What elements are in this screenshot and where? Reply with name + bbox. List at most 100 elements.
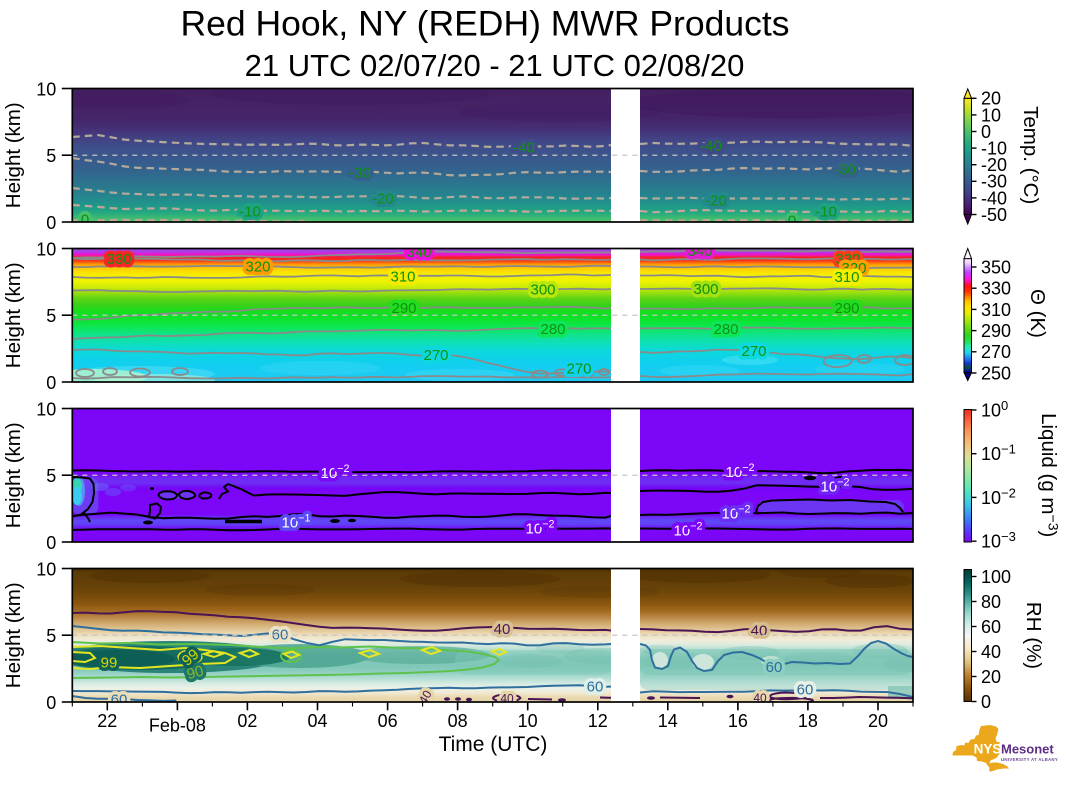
svg-text:10: 10 <box>518 711 538 731</box>
svg-text:5: 5 <box>46 626 56 646</box>
svg-text:-30: -30 <box>349 164 371 181</box>
svg-text:330: 330 <box>106 251 131 268</box>
svg-text:300: 300 <box>530 281 555 298</box>
svg-text:Time (UTC): Time (UTC) <box>439 733 548 756</box>
svg-text:310: 310 <box>834 269 859 286</box>
svg-text:310: 310 <box>390 268 415 285</box>
svg-text:300: 300 <box>693 281 718 298</box>
svg-text:Height (km): Height (km) <box>2 102 25 208</box>
svg-text:-20: -20 <box>705 192 727 209</box>
svg-text:330: 330 <box>981 279 1011 299</box>
svg-text:Θ (K): Θ (K) <box>1026 289 1049 338</box>
svg-text:10−1: 10−1 <box>981 442 1016 465</box>
svg-text:320: 320 <box>841 260 866 277</box>
svg-text:100: 100 <box>981 398 1008 421</box>
svg-text:40: 40 <box>751 622 768 639</box>
svg-text:0: 0 <box>788 212 796 229</box>
svg-text:-10: -10 <box>815 203 837 220</box>
svg-text:340: 340 <box>406 244 431 261</box>
svg-text:270: 270 <box>741 343 766 360</box>
svg-text:0: 0 <box>981 122 991 142</box>
svg-text:60: 60 <box>272 626 289 643</box>
svg-text:340: 340 <box>687 243 712 260</box>
svg-text:RH (%): RH (%) <box>1022 602 1045 669</box>
svg-text:5: 5 <box>46 146 56 166</box>
svg-text:10: 10 <box>36 79 56 99</box>
svg-text:10: 10 <box>36 239 56 259</box>
svg-text:0: 0 <box>46 213 56 233</box>
svg-text:5: 5 <box>46 466 56 486</box>
svg-text:18: 18 <box>798 711 818 731</box>
svg-text:14: 14 <box>658 711 678 731</box>
svg-text:20: 20 <box>868 711 888 731</box>
svg-text:-40: -40 <box>981 188 1007 208</box>
svg-text:270: 270 <box>423 347 448 364</box>
svg-text:UNIVERSITY AT ALBANY: UNIVERSITY AT ALBANY <box>1001 757 1058 762</box>
svg-text:310: 310 <box>981 300 1011 320</box>
svg-text:21 UTC 02/07/20 - 21 UTC 02/08: 21 UTC 02/07/20 - 21 UTC 02/08/20 <box>245 48 745 83</box>
svg-text:10: 10 <box>36 399 56 419</box>
svg-text:04: 04 <box>307 711 327 731</box>
svg-text:22: 22 <box>97 711 117 731</box>
svg-text:10−3: 10−3 <box>981 529 1016 552</box>
svg-text:-40: -40 <box>513 139 535 156</box>
svg-text:12: 12 <box>588 711 608 731</box>
svg-text:10−2: 10−2 <box>526 519 555 538</box>
svg-text:Temp. (°C): Temp. (°C) <box>1019 106 1042 204</box>
svg-text:40: 40 <box>981 642 1001 662</box>
svg-text:0: 0 <box>46 533 56 553</box>
svg-text:99: 99 <box>101 654 118 671</box>
svg-text:20: 20 <box>981 667 1001 687</box>
svg-text:Height (km): Height (km) <box>2 262 25 368</box>
svg-text:20: 20 <box>981 89 1001 109</box>
svg-text:60: 60 <box>111 691 128 708</box>
svg-text:280: 280 <box>540 321 565 338</box>
svg-text:10: 10 <box>981 105 1001 125</box>
svg-text:-10: -10 <box>239 203 261 220</box>
svg-text:320: 320 <box>245 259 270 276</box>
svg-text:270: 270 <box>566 360 591 377</box>
svg-text:60: 60 <box>766 659 783 676</box>
svg-text:0: 0 <box>981 692 991 712</box>
svg-text:0: 0 <box>46 693 56 713</box>
svg-text:-20: -20 <box>981 155 1007 175</box>
svg-text:NYS: NYS <box>974 742 1002 757</box>
svg-text:290: 290 <box>981 321 1011 341</box>
svg-text:60: 60 <box>587 678 604 695</box>
svg-text:60: 60 <box>797 681 814 698</box>
svg-text:-40: -40 <box>700 138 722 155</box>
svg-text:Feb-08: Feb-08 <box>149 716 206 736</box>
svg-text:40: 40 <box>500 691 514 705</box>
svg-text:10−2: 10−2 <box>321 463 350 482</box>
svg-text:Liquid (g m−3): Liquid (g m−3) <box>1037 413 1062 537</box>
svg-text:Height (km): Height (km) <box>2 422 25 528</box>
svg-text:270: 270 <box>981 342 1011 362</box>
svg-text:-30: -30 <box>981 172 1007 192</box>
svg-text:10−2: 10−2 <box>981 485 1016 508</box>
svg-text:06: 06 <box>378 711 398 731</box>
svg-text:08: 08 <box>448 711 468 731</box>
svg-text:60: 60 <box>981 617 1001 637</box>
svg-text:5: 5 <box>46 306 56 326</box>
svg-text:350: 350 <box>981 257 1011 277</box>
svg-text:-30: -30 <box>834 161 856 178</box>
svg-text:Height (km): Height (km) <box>2 582 25 688</box>
svg-text:Red Hook, NY (REDH) MWR Produc: Red Hook, NY (REDH) MWR Products <box>181 4 790 44</box>
svg-text:280: 280 <box>713 321 738 338</box>
svg-text:250: 250 <box>981 363 1011 383</box>
svg-text:10: 10 <box>36 559 56 579</box>
svg-text:0: 0 <box>81 211 89 228</box>
svg-text:-10: -10 <box>981 139 1007 159</box>
svg-text:290: 290 <box>834 300 859 317</box>
svg-text:290: 290 <box>391 300 416 317</box>
svg-text:02: 02 <box>237 711 257 731</box>
svg-text:-20: -20 <box>372 190 394 207</box>
svg-text:Mesonet: Mesonet <box>1001 742 1054 757</box>
svg-text:0: 0 <box>46 373 56 393</box>
svg-text:-50: -50 <box>981 205 1007 225</box>
svg-text:80: 80 <box>981 592 1001 612</box>
svg-text:16: 16 <box>728 711 748 731</box>
svg-text:330: 330 <box>835 251 860 268</box>
svg-text:40: 40 <box>753 691 767 705</box>
svg-text:100: 100 <box>981 567 1011 587</box>
